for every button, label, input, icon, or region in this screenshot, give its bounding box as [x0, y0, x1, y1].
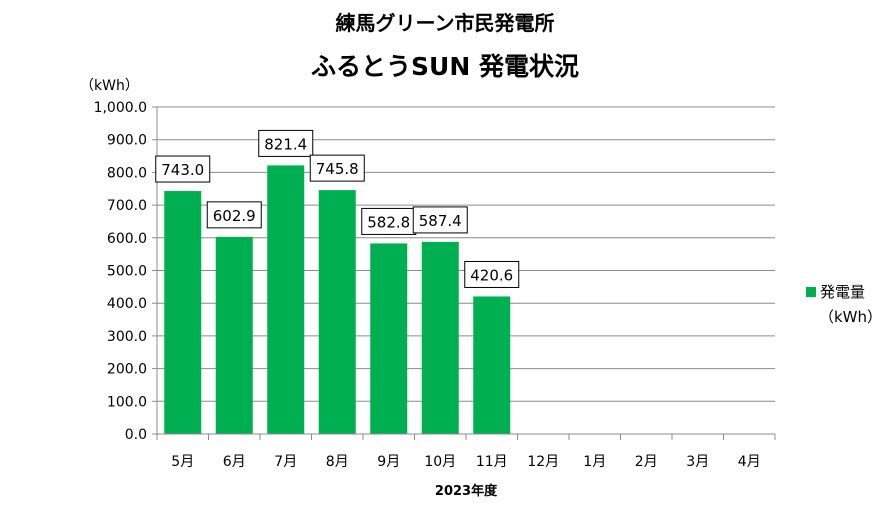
data-label: 745.8 [316, 160, 359, 178]
data-label-box [361, 207, 417, 235]
data-label-box [258, 129, 314, 157]
data-labels: 743.0 602.9 821.4 745.8 582.8 587.4 420.6 [155, 129, 520, 288]
y-tick-label: 600.0 [107, 231, 147, 247]
data-label: 821.4 [264, 135, 307, 153]
data-label: 587.4 [419, 212, 462, 230]
x-tick-label: 2月 [635, 454, 658, 470]
x-tick-label: 9月 [377, 454, 400, 470]
data-label: 743.0 [161, 161, 204, 179]
bar [370, 243, 408, 434]
y-tick-label: 500.0 [107, 264, 147, 280]
y-tick-label: 0.0 [125, 427, 147, 443]
data-label: 420.6 [470, 266, 513, 284]
bar [318, 190, 356, 434]
legend-series-unit: （kWh） [819, 308, 882, 326]
legend-swatch [806, 287, 816, 297]
x-tick-label: 8月 [326, 454, 349, 470]
data-label-box [155, 155, 211, 183]
chart-title: 練馬グリーン市民発電所 [336, 11, 555, 35]
y-axis-ticks: 0.0 100.0 200.0 300.0 400.0 500.0 600.0 700.0 80… [94, 100, 158, 443]
x-tick-label: 6月 [223, 454, 246, 470]
x-tick-label: 5月 [171, 454, 194, 470]
y-tick-label: 800.0 [107, 165, 147, 181]
y-axis-unit: （kWh） [80, 78, 139, 94]
x-tick-label: 4月 [738, 454, 761, 470]
y-tick-label: 1,000.0 [94, 100, 147, 116]
legend: 発電量 （kWh） [806, 283, 882, 326]
bar [421, 241, 459, 434]
bars [164, 165, 511, 434]
y-tick-label: 200.0 [107, 362, 147, 378]
chart-subtitle: ふるとうSUN 発電状況 [311, 52, 579, 81]
y-tick-label: 300.0 [107, 329, 147, 345]
x-tick-label: 12月 [527, 454, 559, 470]
bar [267, 165, 305, 434]
y-tick-label: 100.0 [107, 394, 147, 410]
x-tick-label: 1月 [583, 454, 606, 470]
bar [215, 236, 253, 434]
x-tick-label: 10月 [424, 454, 456, 470]
x-tick-label: 3月 [686, 454, 709, 470]
data-label-box [412, 206, 468, 234]
data-label: 602.9 [213, 207, 256, 225]
bar [473, 296, 511, 434]
data-label-box [464, 260, 520, 288]
x-axis-ticks: 5月 6月 7月 8月 9月 10月 11月 12月 1月 2月 3月 4月 [156, 433, 776, 470]
legend-series-name: 発電量 [820, 283, 865, 301]
data-label-box [309, 154, 365, 182]
y-tick-label: 400.0 [107, 296, 147, 312]
x-tick-label: 7月 [274, 454, 297, 470]
y-tick-label: 700.0 [107, 198, 147, 214]
y-tick-label: 900.0 [107, 133, 147, 149]
x-axis-title: 2023年度 [435, 483, 498, 499]
bar [164, 191, 202, 434]
x-tick-label: 11月 [476, 454, 508, 470]
data-label-box [206, 201, 262, 229]
data-label: 582.8 [367, 213, 410, 231]
